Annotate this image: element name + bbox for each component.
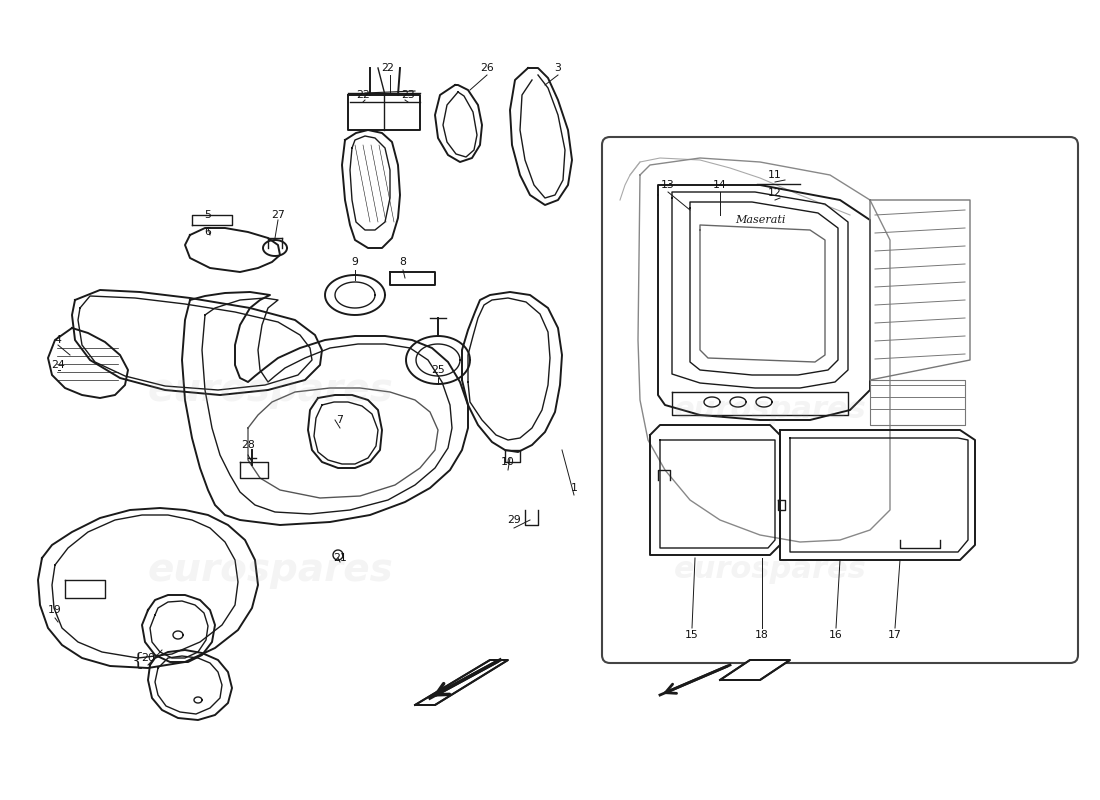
Text: 2: 2	[386, 63, 394, 73]
Polygon shape	[720, 660, 790, 680]
Text: Maserati: Maserati	[735, 215, 785, 225]
Text: 11: 11	[768, 170, 782, 180]
Text: 23: 23	[402, 90, 415, 100]
Text: 4: 4	[55, 335, 62, 345]
Text: 19: 19	[48, 605, 62, 615]
FancyBboxPatch shape	[602, 137, 1078, 663]
Text: 2: 2	[382, 63, 388, 73]
Text: 14: 14	[713, 180, 727, 190]
Text: eurospares: eurospares	[673, 555, 867, 585]
Text: eurospares: eurospares	[673, 395, 867, 425]
Text: 6: 6	[205, 227, 211, 237]
Text: 13: 13	[661, 180, 675, 190]
Text: 1: 1	[571, 483, 578, 493]
Text: 18: 18	[755, 630, 769, 640]
Text: 12: 12	[768, 188, 782, 198]
Polygon shape	[415, 660, 508, 705]
Text: 26: 26	[480, 63, 494, 73]
Text: 3: 3	[554, 63, 561, 73]
Text: 7: 7	[337, 415, 343, 425]
Text: 27: 27	[271, 210, 285, 220]
Text: 10: 10	[502, 457, 515, 467]
Text: 28: 28	[241, 440, 255, 450]
Text: 15: 15	[685, 630, 698, 640]
Text: 24: 24	[51, 360, 65, 370]
Text: 22: 22	[356, 90, 370, 100]
Text: eurospares: eurospares	[147, 371, 393, 409]
Text: eurospares: eurospares	[147, 551, 393, 589]
Text: 16: 16	[829, 630, 843, 640]
Text: 5: 5	[205, 210, 211, 220]
Text: 25: 25	[431, 365, 444, 375]
Text: 8: 8	[399, 257, 406, 267]
Text: 29: 29	[507, 515, 521, 525]
Text: 9: 9	[352, 257, 359, 267]
Text: 20: 20	[141, 653, 155, 663]
Text: 21: 21	[333, 553, 346, 563]
Text: 17: 17	[888, 630, 902, 640]
Text: {: {	[132, 651, 144, 669]
